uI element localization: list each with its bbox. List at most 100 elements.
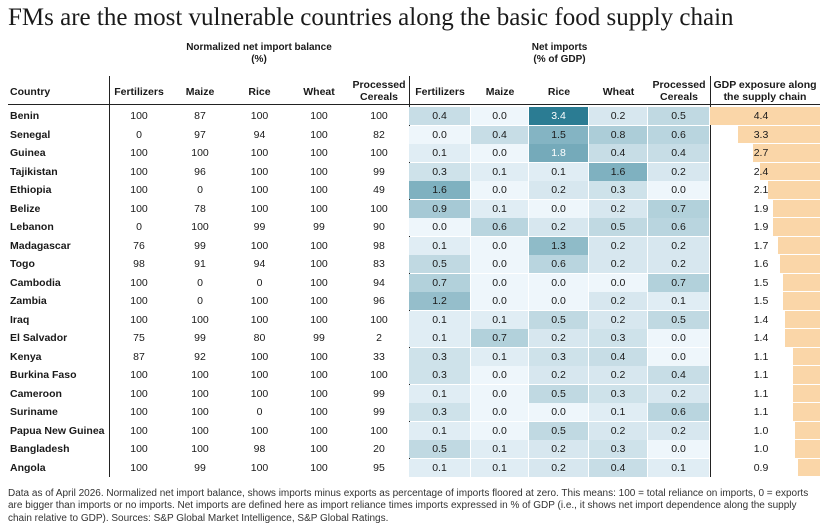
exposure-value: 1.9 <box>753 221 769 233</box>
column-header-imports-3: Wheat <box>602 86 635 98</box>
chart-title: FMs are the most vulnerable countries al… <box>8 4 734 31</box>
balance-cell: 98 <box>373 239 385 252</box>
country-label: Togo <box>10 258 35 270</box>
imports-heat-cell: 0.2 <box>589 366 647 384</box>
exposure-bar <box>772 218 820 236</box>
exposure-bar <box>797 458 820 476</box>
balance-cell: 76 <box>133 239 145 252</box>
exposure-value: 1.1 <box>753 369 769 381</box>
imports-heat-cell: 0.1 <box>589 403 647 421</box>
exposure-bar <box>760 162 820 180</box>
balance-cell: 91 <box>194 258 206 270</box>
exposure-bar <box>795 440 820 458</box>
balance-cell: 100 <box>250 387 269 400</box>
imports-heat-cell: 0.0 <box>529 292 588 310</box>
balance-cell: 2 <box>376 332 382 344</box>
balance-cell: 100 <box>370 313 388 326</box>
balance-cell: 94 <box>373 276 385 289</box>
imports-heat-cell: 0.7 <box>648 199 709 218</box>
imports-heat-cell: 0.0 <box>648 347 709 366</box>
imports-heat-cell: 0.2 <box>648 255 709 273</box>
imports-heat-cell: 0.2 <box>648 421 709 440</box>
balance-cell: 96 <box>194 165 206 178</box>
exposure-value: 4.4 <box>753 110 769 122</box>
imports-heat-cell: 0.0 <box>409 125 470 144</box>
balance-cell: 100 <box>310 406 328 418</box>
balance-cell: 100 <box>130 424 148 437</box>
imports-heat-cell: 0.2 <box>648 236 709 255</box>
imports-heat-cell: 0.1 <box>409 236 470 255</box>
imports-heat-cell: 0.2 <box>589 310 647 329</box>
balance-cell: 0 <box>256 406 263 418</box>
exposure-value: 1.5 <box>753 295 769 307</box>
balance-cell: 100 <box>370 424 388 437</box>
exposure-value: 1.6 <box>753 258 769 270</box>
balance-cell: 100 <box>130 406 148 418</box>
exposure-value: 1.5 <box>753 276 769 289</box>
column-separator-2 <box>710 76 711 477</box>
imports-heat-cell: 0.3 <box>529 347 588 366</box>
country-label: El Salvador <box>10 332 68 344</box>
imports-heat-cell: 0.5 <box>648 310 709 329</box>
imports-heat-cell: 0.2 <box>529 218 588 236</box>
balance-cell: 0 <box>136 221 142 233</box>
exposure-bar <box>737 125 820 143</box>
balance-cell: 100 <box>191 147 209 159</box>
group-header-balance: Normalized net import balance (%) <box>186 42 332 65</box>
balance-cell: 99 <box>253 221 266 233</box>
balance-cell: 100 <box>130 110 148 122</box>
balance-cell: 80 <box>253 332 266 344</box>
balance-cell: 33 <box>373 350 385 363</box>
exposure-bar <box>777 236 820 254</box>
balance-cell: 100 <box>130 184 148 196</box>
exposure-value: 1.4 <box>753 332 769 344</box>
balance-cell: 100 <box>250 165 269 178</box>
imports-heat-cell: 0.5 <box>409 440 470 458</box>
exposure-value: 2.7 <box>753 147 769 159</box>
country-label: Iraq <box>10 313 30 326</box>
imports-heat-cell: 0.7 <box>471 329 528 347</box>
balance-cell: 100 <box>310 369 328 381</box>
balance-cell: 100 <box>250 184 269 196</box>
balance-cell: 100 <box>310 295 328 307</box>
exposure-bar <box>792 347 820 365</box>
balance-cell: 100 <box>191 443 209 455</box>
imports-heat-cell: 0.1 <box>409 458 470 477</box>
balance-cell: 100 <box>250 295 269 307</box>
balance-cell: 100 <box>310 387 328 400</box>
exposure-bar <box>785 329 820 347</box>
country-label: Benin <box>10 110 40 122</box>
exposure-value: 0.9 <box>753 461 769 474</box>
imports-heat-cell: 1.6 <box>589 162 647 181</box>
imports-heat-cell: 0.3 <box>409 403 470 421</box>
exposure-value: 1.4 <box>753 313 769 326</box>
imports-heat-cell: 0.4 <box>409 107 470 125</box>
imports-heat-cell: 0.1 <box>471 199 528 218</box>
balance-cell: 100 <box>310 165 328 178</box>
imports-heat-cell: 0.5 <box>529 310 588 329</box>
exposure-bar <box>792 366 820 384</box>
exposure-bar <box>767 181 820 199</box>
imports-heat-cell: 0.2 <box>589 199 647 218</box>
exposure-value: 1.9 <box>753 202 769 215</box>
balance-cell: 100 <box>130 276 148 289</box>
imports-heat-cell: 0.5 <box>529 421 588 440</box>
imports-heat-cell: 1.5 <box>529 125 588 144</box>
balance-cell: 100 <box>191 313 209 326</box>
country-label: Suriname <box>10 406 58 418</box>
imports-heat-cell: 0.0 <box>471 403 528 421</box>
balance-cell: 100 <box>310 184 328 196</box>
exposure-bar <box>772 199 820 217</box>
balance-cell: 100 <box>130 313 148 326</box>
country-label: Kenya <box>10 350 42 363</box>
imports-heat-cell: 0.0 <box>471 181 528 199</box>
imports-heat-cell: 0.1 <box>409 144 470 162</box>
balance-cell: 94 <box>253 128 266 141</box>
imports-heat-cell: 0.2 <box>529 181 588 199</box>
exposure-bar <box>792 403 820 421</box>
balance-cell: 83 <box>373 258 385 270</box>
balance-cell: 100 <box>310 258 328 270</box>
balance-cell: 100 <box>191 424 209 437</box>
exposure-bar <box>780 255 820 273</box>
imports-heat-cell: 0.1 <box>471 310 528 329</box>
